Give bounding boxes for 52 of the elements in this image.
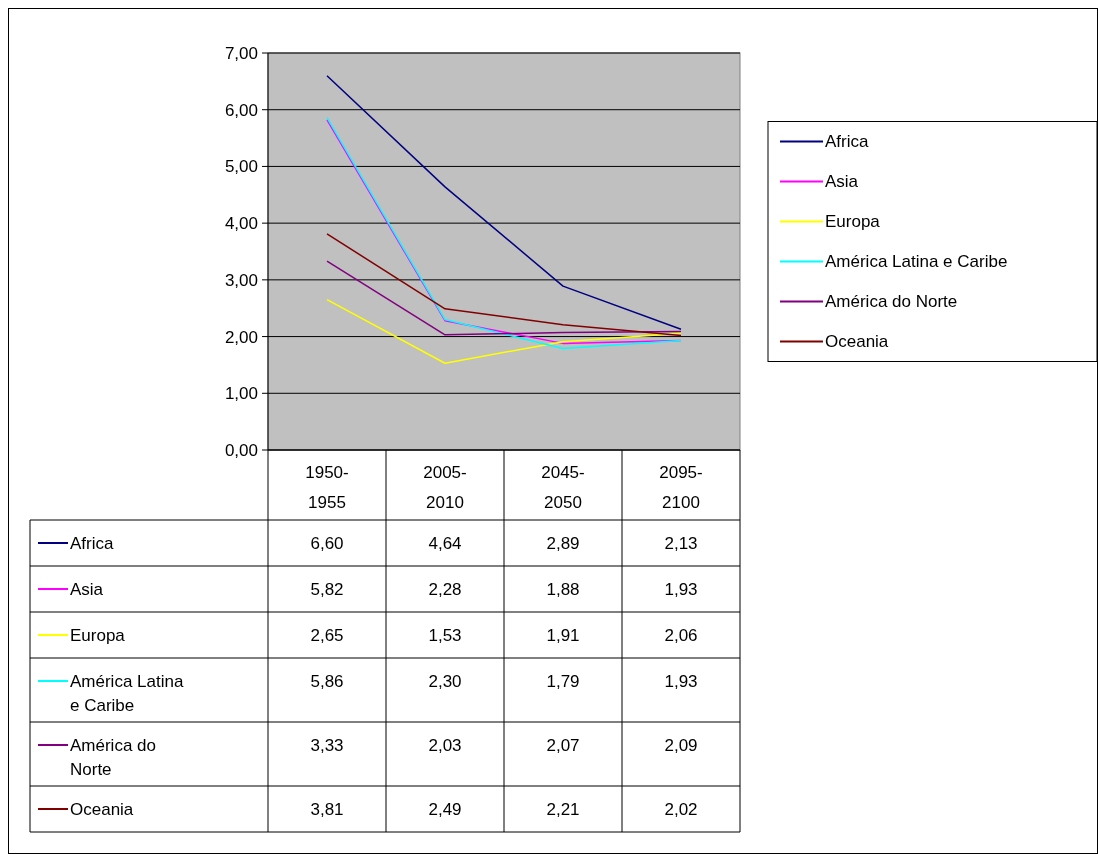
y-tick-label: 7,00 <box>224 43 258 63</box>
y-tick-label: 3,00 <box>224 270 258 290</box>
data-label: 2,30 <box>428 671 462 691</box>
data-label: 1,88 <box>546 579 580 599</box>
text: Europa <box>70 625 125 645</box>
y-tick-label: 6,00 <box>224 100 258 120</box>
line-series <box>326 260 682 336</box>
y-tick-label: 0,00 <box>224 440 258 460</box>
text: Oceania <box>70 799 134 819</box>
data-label: 2,49 <box>428 799 462 819</box>
line-series <box>326 233 682 337</box>
data-label: 1,53 <box>428 625 462 645</box>
data-label: 6,60 <box>310 533 344 553</box>
data-label: 1,79 <box>546 671 580 691</box>
x-tick-label: 2005-2010 <box>423 463 467 512</box>
legend-label: Asia <box>825 172 859 192</box>
x-tick-label: 2095-2100 <box>659 463 703 512</box>
data-label: 3,33 <box>310 735 344 755</box>
data-label: 1,93 <box>664 579 698 599</box>
line-series <box>326 74 682 330</box>
legend-label: América Latina e Caribe <box>825 252 1008 272</box>
data-label: 1,91 <box>546 625 580 645</box>
data-label: 2,21 <box>546 799 580 819</box>
data-label: 2,09 <box>664 735 698 755</box>
data-label: 2,03 <box>428 735 462 755</box>
text: América Latina e Caribe <box>70 671 184 715</box>
data-label: 2,65 <box>310 625 344 645</box>
data-label: 2,89 <box>546 533 580 553</box>
y-tick-label: 1,00 <box>224 384 258 404</box>
data-label: 5,86 <box>310 671 344 691</box>
legend-label: Europa <box>825 212 881 232</box>
x-tick-label: 1950-1955 <box>305 463 349 512</box>
y-tick-label: 2,00 <box>224 327 258 347</box>
text: Asia <box>70 579 104 599</box>
data-label: 2,06 <box>664 625 698 645</box>
data-label: 4,64 <box>428 533 462 553</box>
data-label: 1,93 <box>664 671 698 691</box>
data-label: 2,28 <box>428 579 462 599</box>
text: Africa <box>70 533 114 553</box>
legend-label: América do Norte <box>825 292 958 312</box>
data-label: 5,82 <box>310 579 344 599</box>
text: América do Norte <box>70 735 156 779</box>
legend-label: Africa <box>825 132 869 152</box>
y-tick-label: 4,00 <box>224 214 258 234</box>
data-label: 2,02 <box>664 799 698 819</box>
x-tick-label: 2045-2050 <box>541 463 585 512</box>
y-tick-label: 5,00 <box>224 157 258 177</box>
data-label: 2,07 <box>546 735 580 755</box>
data-label: 3,81 <box>310 799 344 819</box>
legend-label: Oceania <box>825 332 889 352</box>
data-label: 2,13 <box>664 533 698 553</box>
line-series <box>326 298 682 364</box>
